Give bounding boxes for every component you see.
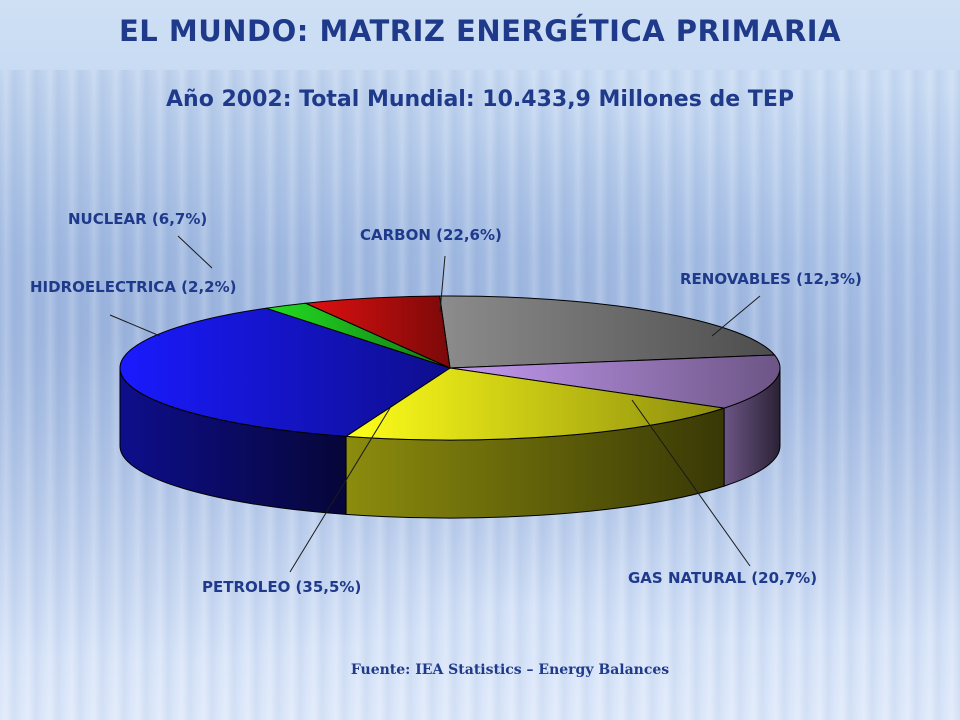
page-title: EL MUNDO: MATRIZ ENERGÉTICA PRIMARIA [118, 14, 842, 48]
pie-top [119, 295, 781, 441]
pie-slice-gas-natural [344, 367, 725, 441]
source-note: Fuente: IEA Statistics – Energy Balances [350, 662, 670, 678]
leader-line-petroleo [289, 407, 391, 573]
leader-line-renovables [711, 295, 761, 337]
data-label-carbon: CARBON (22,6%) [360, 226, 502, 244]
data-label-hidroelectrica: HIDROELECTRICA (2,2%) [30, 278, 236, 296]
pie-slice-petroleo [119, 307, 452, 437]
pie-slice-renovables [449, 354, 781, 409]
pie-sides [119, 367, 781, 519]
data-label-renovables: RENOVABLES (12,3%) [680, 270, 862, 288]
data-label-nuclear: NUCLEAR (6,7%) [68, 210, 207, 228]
leader-line-nuclear [177, 235, 213, 269]
pie-slice-carbon [439, 295, 776, 369]
pie-labels: CARBON (22,6%) RENOVABLES (12,3%) GAS NATU… [30, 210, 862, 596]
leader-line-carbon [439, 255, 446, 313]
page-subtitle: Año 2002: Total Mundial: 10.433,9 Millon… [166, 87, 794, 112]
pie-slice-nuclear [303, 295, 451, 369]
data-label-petroleo: PETROLEO (35,5%) [202, 578, 361, 596]
leader-line-gas-natural [631, 399, 751, 567]
leader-line-hidroelectrica [109, 314, 161, 337]
data-label-gas-natural: GAS NATURAL (20,7%) [628, 569, 817, 587]
